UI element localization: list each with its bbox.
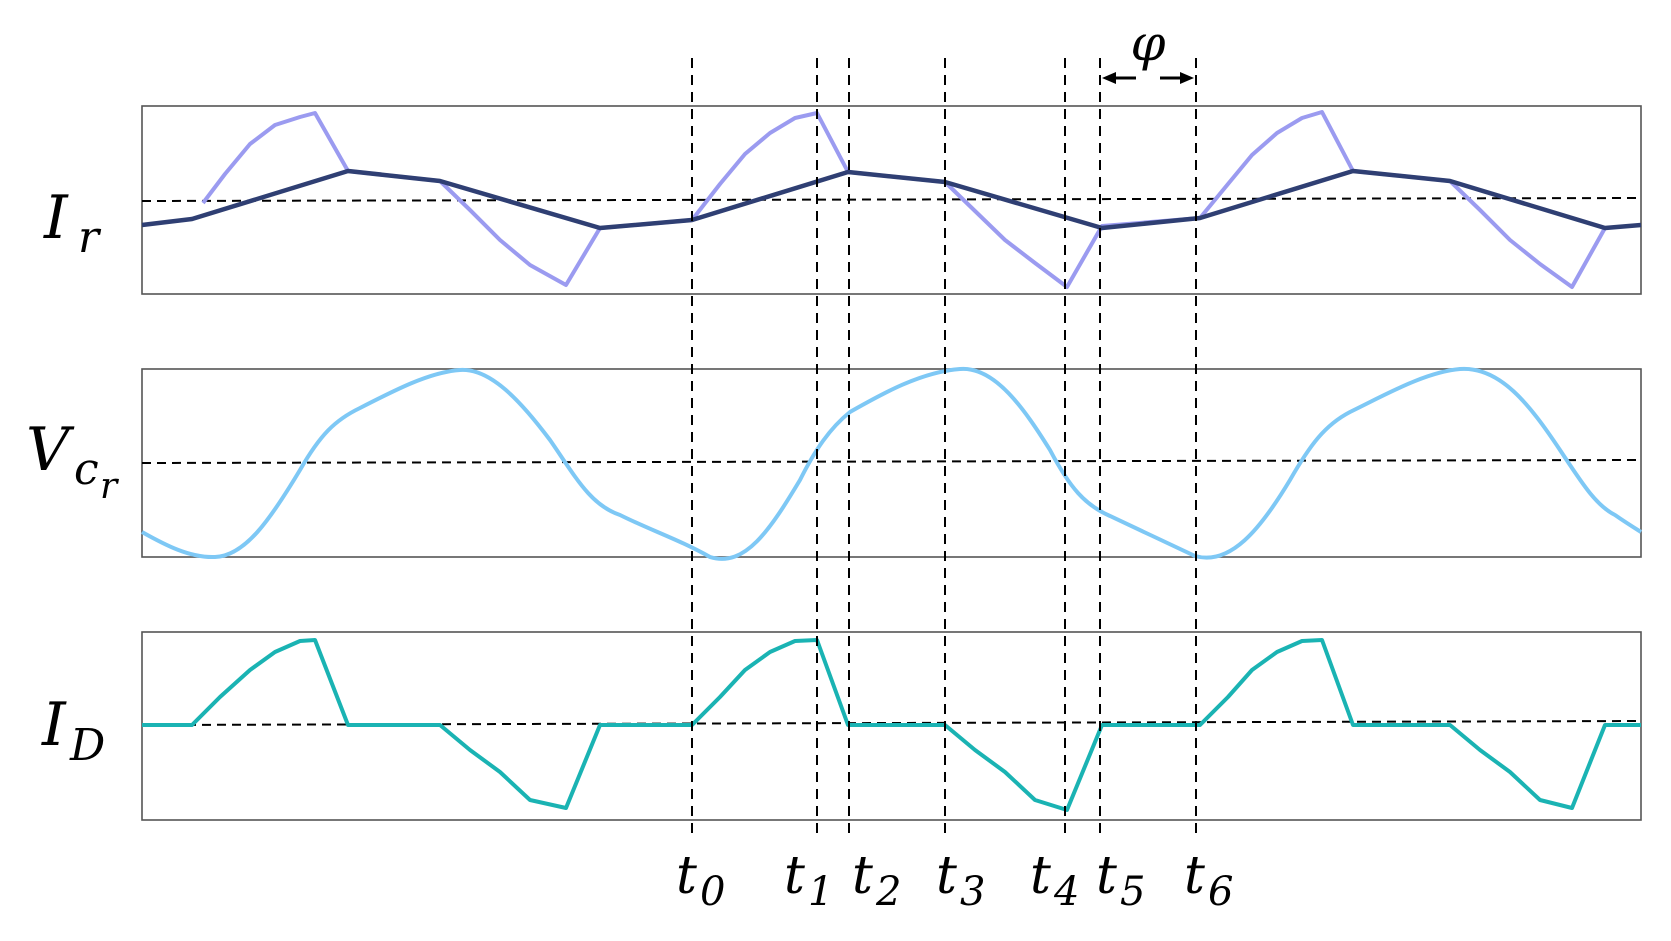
phase-label: φ bbox=[1130, 14, 1165, 72]
ir-label-sub: r bbox=[78, 212, 102, 263]
ir-zero-line bbox=[141, 197, 1642, 202]
id-label: I D bbox=[41, 690, 105, 771]
vcr-zero-line bbox=[141, 459, 1642, 464]
t4-label-sub: 4 bbox=[1053, 869, 1079, 915]
t3-label-main: t bbox=[936, 846, 957, 906]
id-diode-current-trace bbox=[142, 638, 1641, 812]
vcr-label: V c r bbox=[26, 415, 119, 507]
t6-label: t 6 bbox=[1184, 846, 1233, 915]
t1-label: t 1 bbox=[784, 846, 833, 915]
t2-label-sub: 2 bbox=[875, 869, 901, 915]
vcr-label-subsub: r bbox=[100, 466, 119, 507]
id-label-main: I bbox=[41, 690, 67, 760]
id-label-sub: D bbox=[69, 720, 105, 771]
vcr-capacitor-voltage-trace bbox=[141, 366, 1643, 561]
t5-label-main: t bbox=[1096, 846, 1117, 906]
t0-label-main: t bbox=[676, 846, 697, 906]
ir-panel-frame bbox=[141, 105, 1642, 295]
t3-label: t 3 bbox=[936, 846, 985, 915]
t1-label-sub: 1 bbox=[808, 869, 833, 915]
t0-label-sub: 0 bbox=[700, 869, 725, 915]
t2-label: t 2 bbox=[852, 846, 901, 915]
t0-label: t 0 bbox=[676, 846, 725, 915]
phase-arrow bbox=[1102, 72, 1194, 84]
t6-label-main: t bbox=[1184, 846, 1205, 906]
id-zero-line bbox=[141, 720, 1642, 726]
t1-label-main: t bbox=[784, 846, 805, 906]
vcr-panel-frame bbox=[141, 368, 1642, 558]
t5-label-sub: 5 bbox=[1120, 869, 1145, 915]
t3-label-sub: 3 bbox=[960, 869, 985, 915]
vcr-label-sub: c bbox=[74, 444, 99, 495]
t6-label-sub: 6 bbox=[1208, 869, 1233, 915]
vcr-label-main: V bbox=[26, 415, 75, 485]
t4-label: t 4 bbox=[1030, 846, 1079, 915]
t4-label-main: t bbox=[1030, 846, 1051, 906]
ir-magnetizing-current-trace bbox=[141, 168, 1642, 231]
ir-label: I r bbox=[43, 183, 102, 263]
ir-label-main: I bbox=[43, 183, 69, 253]
t2-label-main: t bbox=[852, 846, 873, 906]
t5-label: t 5 bbox=[1096, 846, 1145, 915]
